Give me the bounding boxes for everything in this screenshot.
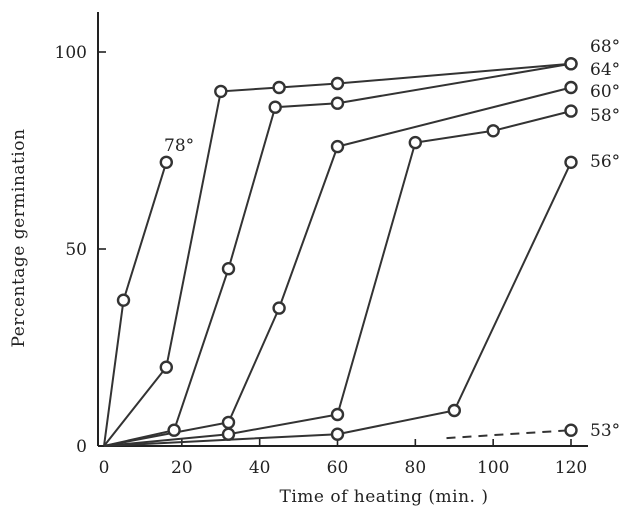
y-tick-label-50: 50 [65, 240, 87, 260]
series-labels: 78° 68° 64°60° 58° 56° 53° [164, 37, 620, 441]
data-point-78-1 [116, 293, 131, 307]
series-label-60: 60° [590, 82, 620, 102]
data-point-68-2 [214, 84, 228, 99]
x-axis-title: Time of heating (min. ) [279, 487, 488, 507]
y-tick-label-0: 0 [76, 437, 87, 457]
data-point-58-1 [221, 427, 236, 441]
series-label-78: 78° [164, 136, 194, 156]
data-point-58-2 [330, 407, 345, 422]
data-point-68-3 [272, 80, 286, 95]
series-line-68 [103, 62, 572, 447]
x-tick-label-120: 120 [555, 458, 587, 478]
series-line-56 [103, 161, 572, 447]
data-point-56-2 [447, 403, 461, 418]
series-label-56: 56° [590, 152, 620, 172]
data-point-64-5 [564, 57, 578, 71]
data-point-53-1 [564, 423, 578, 437]
data-point-68-1 [159, 360, 174, 374]
data-point-56-3 [564, 155, 578, 170]
axes [97, 12, 588, 447]
data-point-60-3 [330, 139, 345, 154]
x-tick-label-40: 40 [249, 458, 271, 478]
x-tick-label-20: 20 [171, 458, 193, 478]
series-line-58 [103, 110, 572, 447]
x-tick-label-0: 0 [99, 458, 110, 478]
x-tick-label-80: 80 [405, 458, 427, 478]
data-point-64-3 [268, 100, 282, 114]
data-point-64-2 [221, 262, 236, 276]
series-line-78 [103, 162, 168, 447]
series-line-53 [446, 429, 572, 440]
series-line-64 [103, 62, 572, 447]
data-point-78-2 [159, 155, 174, 170]
series-label-64: 64° [590, 60, 620, 80]
y-axis-title: Percentage germination [9, 129, 29, 348]
data-point-58-4 [486, 124, 500, 138]
data-point-64-4 [330, 96, 345, 110]
data-point-56-1 [330, 427, 345, 441]
x-tick-label-100: 100 [477, 458, 509, 478]
series-label-53: 53° [590, 421, 620, 441]
data-point-60-4 [564, 80, 578, 95]
data-point-58-5 [564, 104, 578, 118]
series-label-68: 68° [590, 37, 620, 57]
data-point-60-2 [272, 301, 286, 315]
y-tick-label-100: 100 [55, 43, 87, 63]
data-point-68-4 [330, 76, 345, 91]
ticks: 0 20 40 60 80 100 120 0 50 100 [55, 43, 588, 478]
data-point-64-1 [167, 423, 181, 437]
data-point-60-1 [221, 415, 236, 430]
series-lines [103, 62, 572, 447]
data-point-58-3 [408, 135, 422, 150]
x-tick-label-60: 60 [327, 458, 349, 478]
series-label-58: 58° [590, 106, 620, 126]
series-points [116, 57, 578, 441]
